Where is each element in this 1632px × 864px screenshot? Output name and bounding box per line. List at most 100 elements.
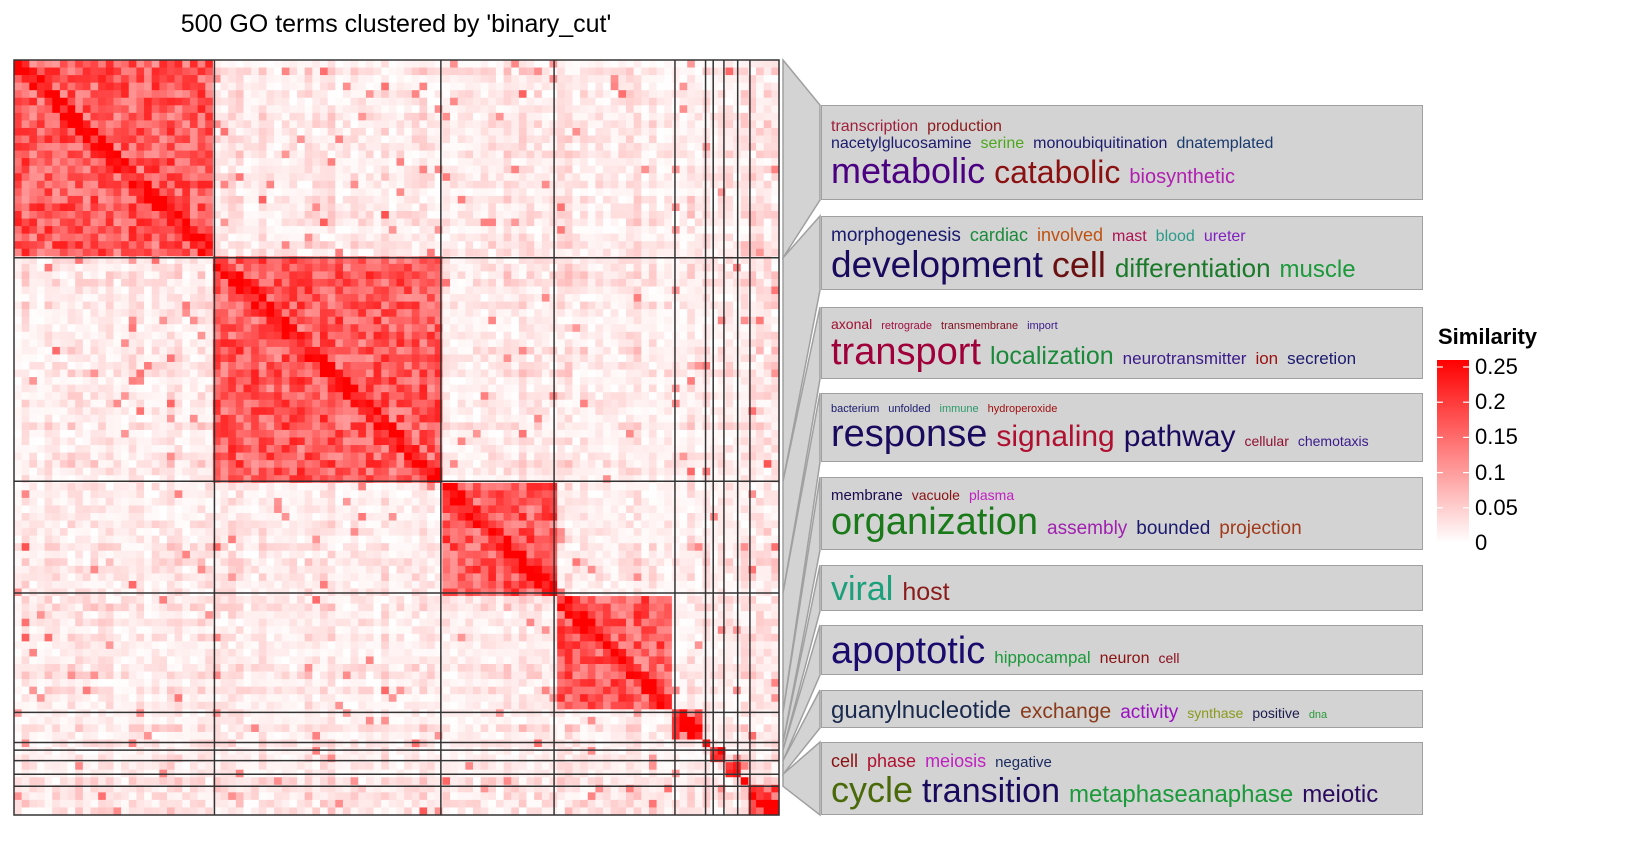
heatmap-cell <box>14 422 23 431</box>
heatmap-cell <box>228 414 237 423</box>
heatmap-cell <box>212 218 222 227</box>
heatmap-cell <box>128 158 137 167</box>
heatmap-cell <box>442 195 451 205</box>
heatmap-cell <box>465 263 474 272</box>
heatmap-cell <box>572 294 581 303</box>
heatmap-cell <box>587 112 596 121</box>
heatmap-cell <box>725 105 734 114</box>
heatmap-cell <box>251 158 260 167</box>
heatmap-cell <box>258 377 268 386</box>
heatmap-cell <box>557 82 566 91</box>
heatmap-cell <box>756 263 765 272</box>
heatmap-cell <box>381 226 390 235</box>
heatmap-cell <box>534 195 543 205</box>
heatmap-cell <box>197 331 206 340</box>
heatmap-cell <box>167 226 176 235</box>
heatmap-cell <box>189 422 199 431</box>
heatmap-cell <box>694 316 704 325</box>
heatmap-cell <box>633 301 642 310</box>
heatmap-cell <box>388 331 398 340</box>
heatmap-cell <box>144 429 153 439</box>
heatmap-cell <box>626 90 635 99</box>
heatmap-cell <box>189 158 199 167</box>
heatmap-cell <box>648 339 658 348</box>
heatmap-cell <box>495 150 505 159</box>
heatmap-cell <box>121 241 130 250</box>
heatmap-cell <box>235 331 245 340</box>
heatmap-cell <box>618 407 627 416</box>
heatmap-cell <box>717 233 727 242</box>
heatmap-cell <box>320 324 329 333</box>
heatmap-cell <box>251 278 260 288</box>
heatmap-cell <box>358 75 367 84</box>
chart-title: 500 GO terms clustered by 'binary_cut' <box>180 10 612 38</box>
heatmap-cell <box>59 127 69 137</box>
heatmap-cell <box>526 226 535 235</box>
heatmap-cell <box>121 60 130 69</box>
heatmap-cell <box>335 324 344 333</box>
heatmap-cell <box>671 309 681 318</box>
heatmap-cell <box>144 173 153 182</box>
heatmap-cell <box>258 422 268 431</box>
heatmap-cell <box>159 195 168 205</box>
heatmap-cell <box>128 407 137 416</box>
heatmap-cell <box>373 180 382 189</box>
heatmap-cell <box>144 120 153 129</box>
heatmap-cell <box>327 384 336 393</box>
heatmap-cell <box>243 143 252 152</box>
heatmap-cell <box>687 392 696 401</box>
heatmap-cell <box>144 105 153 114</box>
heatmap-cell <box>488 369 497 378</box>
heatmap-cell <box>52 60 61 69</box>
heatmap-cell <box>258 135 268 144</box>
heatmap-cell <box>488 173 497 182</box>
heatmap-cell <box>151 135 160 144</box>
heatmap-cell <box>44 218 53 227</box>
heatmap-cell <box>220 173 229 182</box>
heatmap-cell <box>564 112 574 121</box>
heatmap-cell <box>671 112 681 121</box>
heatmap-cell <box>748 399 757 408</box>
heatmap-cell <box>442 399 451 408</box>
heatmap-cell <box>205 392 214 401</box>
heatmap-cell <box>251 324 260 333</box>
heatmap-cell <box>258 120 268 129</box>
heatmap-cell <box>411 414 421 423</box>
heatmap-cell <box>694 180 704 189</box>
heatmap-cell <box>725 354 734 363</box>
heatmap-cell <box>342 301 352 310</box>
heatmap-cell <box>710 377 719 386</box>
heatmap-cell <box>771 309 780 318</box>
heatmap-cell <box>251 354 260 363</box>
heatmap-cell <box>626 150 635 159</box>
heatmap-cell <box>75 278 84 288</box>
heatmap-cell <box>243 135 252 144</box>
heatmap-cell <box>641 120 650 129</box>
heatmap-cell <box>587 263 596 272</box>
heatmap-cell <box>771 324 780 333</box>
heatmap-cell <box>541 211 551 220</box>
heatmap-cell <box>105 226 115 235</box>
heatmap-cell <box>434 301 443 310</box>
heatmap-cell <box>220 67 229 76</box>
heatmap-cell <box>113 218 122 227</box>
heatmap-cell <box>610 60 619 69</box>
heatmap-cell <box>258 278 268 288</box>
heatmap-cell <box>189 339 199 348</box>
heatmap-cell <box>656 346 665 356</box>
heatmap-cell <box>725 278 734 288</box>
heatmap-cell <box>564 218 574 227</box>
heatmap-cell <box>404 143 413 152</box>
heatmap-cell <box>365 120 375 129</box>
heatmap-cell <box>633 188 642 197</box>
heatmap-cell <box>373 346 382 356</box>
heatmap-cell <box>281 301 290 310</box>
heatmap-cell <box>763 112 772 121</box>
heatmap-cell <box>518 173 528 182</box>
heatmap-cell <box>365 407 375 416</box>
heatmap-cell <box>518 324 528 333</box>
heatmap-cell <box>664 294 673 303</box>
heatmap-cell <box>679 195 688 205</box>
heatmap-cell <box>495 414 505 423</box>
heatmap-cell <box>434 82 443 91</box>
